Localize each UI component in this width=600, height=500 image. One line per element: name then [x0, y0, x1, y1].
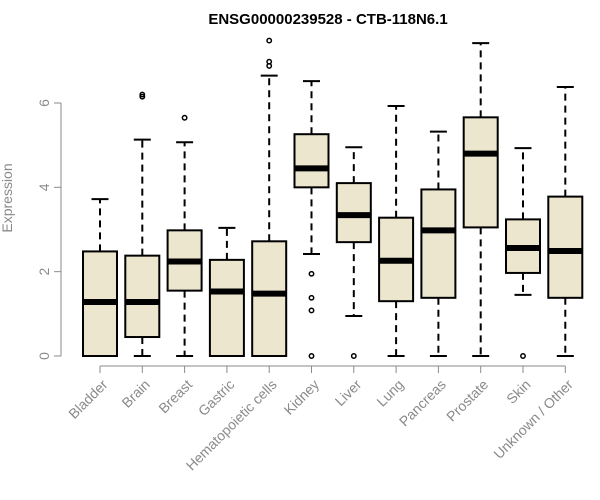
outlier-point: [139, 93, 146, 100]
iqr-box: [293, 133, 330, 189]
outlier-point: [266, 37, 273, 44]
x-tick-label: Pancreas: [396, 376, 449, 429]
x-tick-label: Prostate: [443, 376, 491, 424]
box-10: [505, 147, 541, 359]
box-5: [293, 80, 330, 359]
x-tick-label: Unknown / Other: [490, 376, 576, 462]
outlier-point: [181, 114, 188, 121]
iqr-box: [251, 240, 288, 358]
outlier-point: [266, 58, 273, 65]
box-1: [124, 91, 161, 357]
y-tick-label: 6: [36, 99, 52, 107]
y-tick-label: 4: [36, 183, 52, 191]
iqr-box: [124, 254, 161, 339]
outlier-point: [139, 91, 146, 98]
iqr-box: [547, 195, 584, 299]
outlier-point: [308, 294, 315, 301]
outlier-point: [520, 353, 526, 359]
x-tick-label: Kidney: [280, 376, 322, 418]
outlier-point: [308, 307, 315, 314]
box-3: [208, 226, 245, 357]
x-tick-label: Lung: [373, 376, 406, 409]
box-9: [462, 42, 499, 357]
x-tick-label: Breast: [155, 376, 195, 416]
y-axis: 0 2 4 6: [36, 99, 62, 360]
box-0: [82, 198, 118, 357]
y-tick-label: 2: [36, 268, 52, 276]
iqr-box: [462, 116, 499, 229]
outlier-point: [308, 270, 315, 277]
box-4: [251, 37, 288, 358]
box-6: [335, 146, 372, 359]
outlier-point: [308, 353, 315, 359]
chart-title: ENSG00000239528 - CTB-118N6.1: [208, 11, 447, 28]
box-8: [420, 130, 457, 357]
box-11: [547, 85, 584, 357]
box-7: [378, 104, 415, 357]
iqr-box: [208, 258, 245, 357]
iqr-box: [420, 188, 457, 299]
x-tick-label: Skin: [503, 376, 534, 407]
y-axis-label: Expression: [0, 163, 15, 232]
x-tick-label: Brain: [118, 376, 152, 410]
x-tick-label: Bladder: [65, 376, 111, 422]
plot-area: [82, 37, 584, 359]
x-tick-label: Liver: [332, 376, 365, 409]
y-tick-label: 0: [36, 352, 52, 360]
box-2: [166, 114, 203, 357]
outlier-point: [350, 353, 357, 359]
